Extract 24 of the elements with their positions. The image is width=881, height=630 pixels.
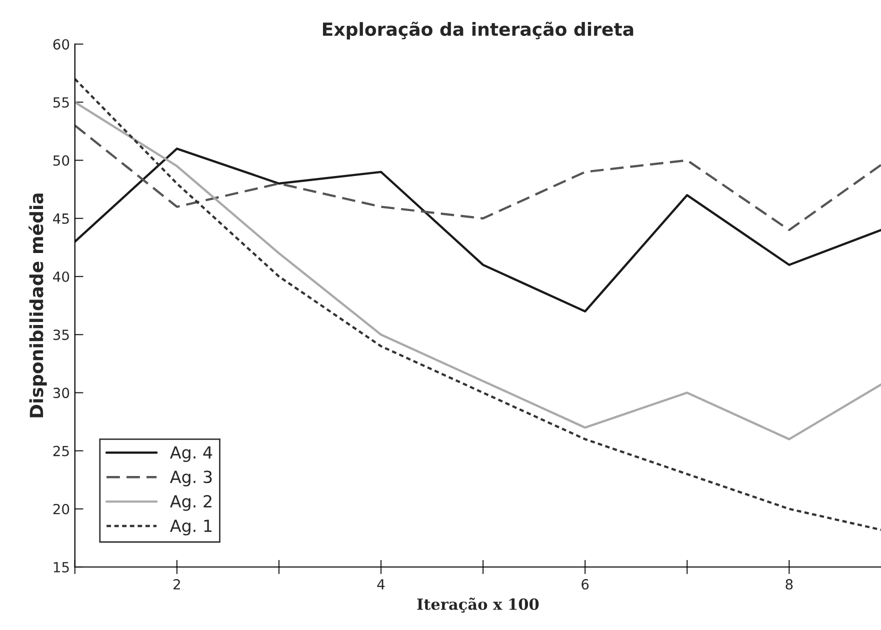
y-tick-label: 15: [54, 562, 69, 572]
legend-label: Ag. 2: [170, 495, 212, 511]
x-tick-label: 6: [582, 579, 589, 590]
line-series: [74, 101, 881, 440]
x-tick-label: 4: [377, 579, 385, 590]
y-axis-title: Disponibilidade média: [28, 194, 47, 418]
x-tick-label: 2: [174, 579, 180, 590]
y-tick-label: 50: [53, 155, 70, 166]
legend-label: Ag. 4: [170, 446, 212, 462]
y-tick-label: 55: [53, 97, 69, 108]
x-tick-label: 8: [786, 579, 793, 590]
line-series: [74, 148, 881, 312]
line-series: [74, 124, 881, 232]
y-tick-label: 25: [53, 446, 69, 456]
chart-title: Exploração da interação direta: [322, 22, 634, 40]
y-tick-label: 20: [53, 504, 70, 514]
x-axis-title: Iteração x 100: [417, 598, 539, 613]
y-tick-label: 45: [53, 214, 69, 224]
y-tick-label: 60: [53, 39, 70, 50]
y-tick-label: 30: [53, 388, 70, 398]
y-tick-label: 35: [53, 330, 69, 340]
legend-label: Ag. 1: [170, 520, 212, 536]
legend-label: Ag. 3: [170, 470, 212, 486]
y-tick-label: 40: [53, 271, 70, 282]
